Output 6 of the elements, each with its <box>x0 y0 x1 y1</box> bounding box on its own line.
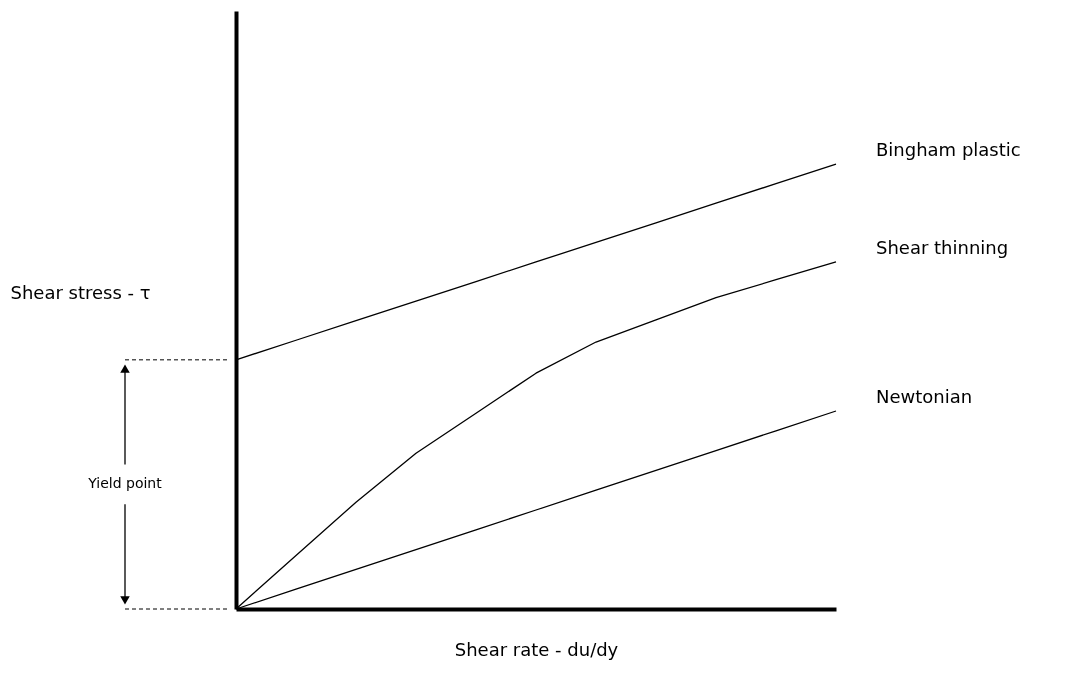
text: Newtonian <box>876 386 973 407</box>
y-axis-title: Shear stress - τ <box>10 281 151 303</box>
text: Bingham plastic <box>876 139 1021 161</box>
text: Yield point <box>87 475 163 492</box>
x-axis-title: Shear rate - du/dy <box>454 638 619 660</box>
text: Shear thinning <box>876 236 1009 258</box>
